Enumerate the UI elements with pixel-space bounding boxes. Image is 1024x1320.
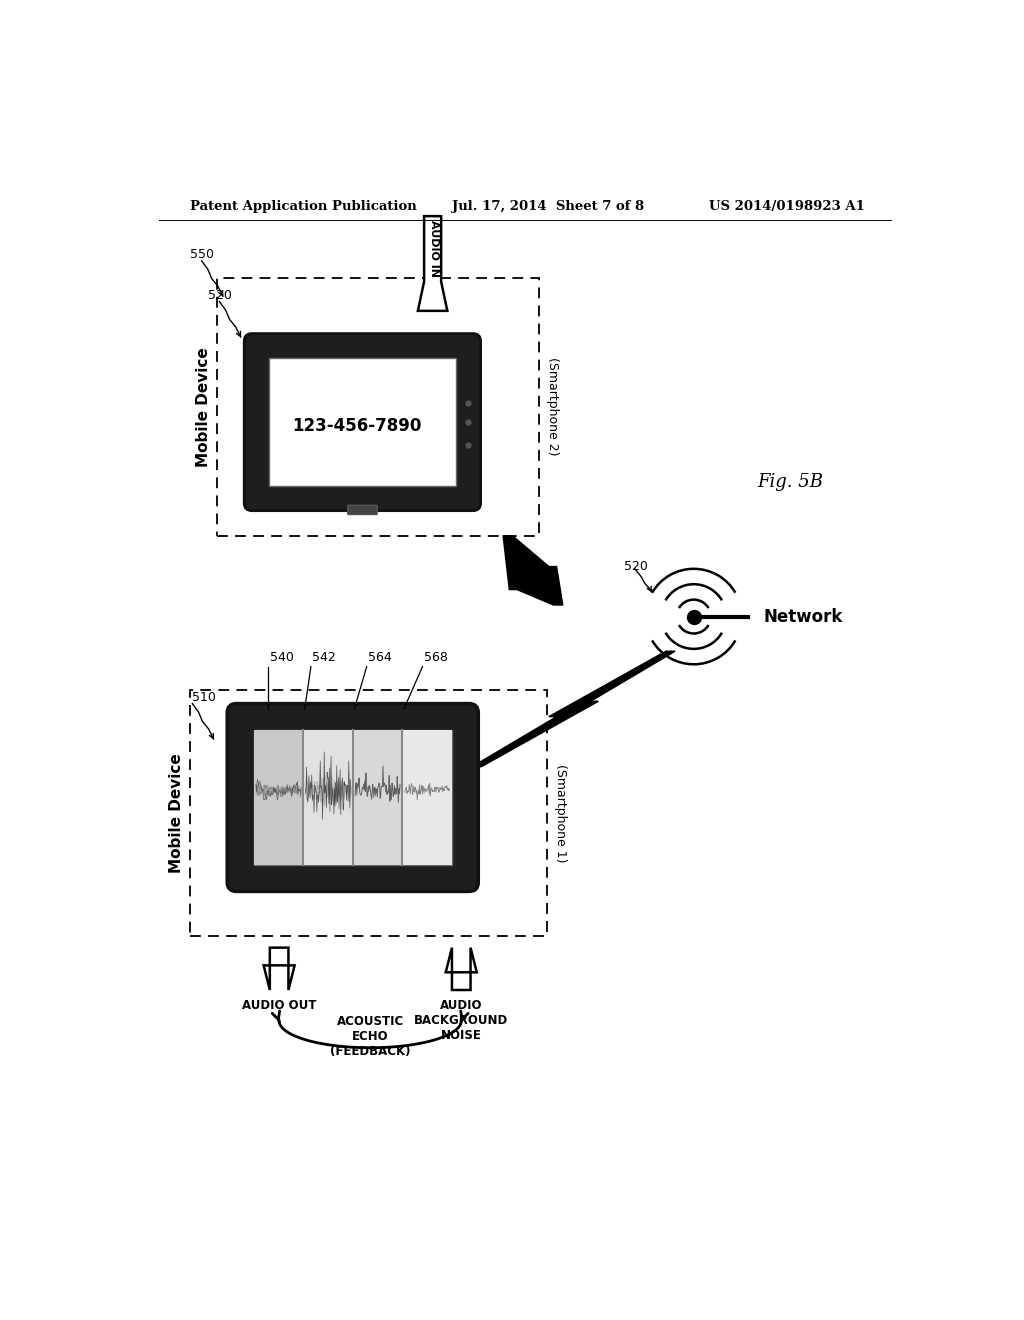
FancyBboxPatch shape [245,334,480,511]
Text: AUDIO IN: AUDIO IN [429,220,439,277]
Text: 123-456-7890: 123-456-7890 [292,417,422,436]
FancyBboxPatch shape [254,730,452,866]
Text: 568: 568 [424,651,447,664]
Text: Mobile Device: Mobile Device [196,347,211,466]
FancyBboxPatch shape [227,704,478,891]
Polygon shape [472,651,675,767]
Bar [402,730,452,866]
Text: 550: 550 [189,248,214,261]
Text: 520: 520 [208,289,231,302]
Bar [254,730,303,866]
Text: AUDIO
BACKGROUND
NOISE: AUDIO BACKGROUND NOISE [414,999,508,1043]
Polygon shape [445,948,477,990]
Text: (Smartphone 2): (Smartphone 2) [546,358,559,455]
Text: 540: 540 [270,651,294,664]
Polygon shape [418,216,447,312]
Bar [217,277,539,536]
FancyBboxPatch shape [348,506,377,515]
Bar [190,689,547,936]
Text: Fig. 5B: Fig. 5B [758,473,823,491]
Text: Jul. 17, 2014  Sheet 7 of 8: Jul. 17, 2014 Sheet 7 of 8 [452,199,644,213]
Text: Network: Network [764,607,843,626]
Text: 510: 510 [193,690,216,704]
Text: Mobile Device: Mobile Device [169,752,183,873]
Bar [352,730,402,866]
Text: 520: 520 [624,560,648,573]
Text: 564: 564 [369,651,392,664]
Bar [303,730,352,866]
Text: ACOUSTIC
ECHO
(FEEDBACK): ACOUSTIC ECHO (FEEDBACK) [330,1015,411,1057]
Polygon shape [503,536,563,605]
Text: 542: 542 [312,651,336,664]
Text: Patent Application Publication: Patent Application Publication [190,199,417,213]
Polygon shape [263,948,295,990]
Text: AUDIO OUT: AUDIO OUT [242,999,316,1012]
Text: (Smartphone 1): (Smartphone 1) [554,764,567,862]
FancyBboxPatch shape [269,358,456,486]
Text: US 2014/0198923 A1: US 2014/0198923 A1 [710,199,865,213]
